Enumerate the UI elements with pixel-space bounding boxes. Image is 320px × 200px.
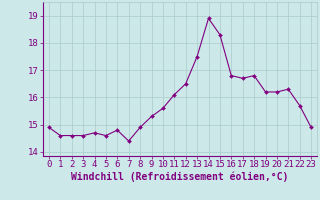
X-axis label: Windchill (Refroidissement éolien,°C): Windchill (Refroidissement éolien,°C) (71, 172, 289, 182)
